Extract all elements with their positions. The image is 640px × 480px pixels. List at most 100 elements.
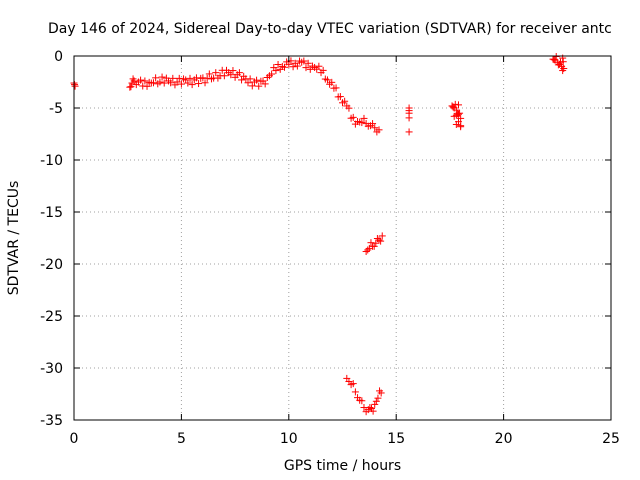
data-point — [71, 81, 79, 89]
data-point — [454, 101, 462, 109]
axis-ticks: 0 5 10 15 20 25 0 -5 -10 -15 -20 -25 -30 -35 — [40, 49, 620, 447]
data-point — [281, 63, 289, 71]
data-point — [152, 74, 160, 82]
data-point — [192, 74, 200, 82]
data-point — [552, 53, 560, 61]
y-tick-label: -35 — [40, 413, 63, 429]
data-point — [349, 113, 357, 121]
data-point — [332, 84, 340, 92]
y-tick-label: -25 — [40, 309, 63, 325]
data-point — [345, 104, 353, 112]
data-point — [212, 69, 220, 77]
data-point — [169, 74, 177, 82]
data-point — [205, 70, 213, 78]
y-axis-label: SDTVAR / TECUs — [6, 181, 22, 296]
data-point — [315, 62, 323, 70]
data-point — [184, 79, 192, 87]
chart-title: Day 146 of 2024, Sidereal Day-to-day VTE… — [48, 21, 612, 37]
data-point — [560, 64, 568, 72]
data-point — [371, 400, 379, 408]
data-point — [452, 120, 460, 128]
x-tick-label: 10 — [280, 431, 298, 447]
data-point — [195, 80, 203, 88]
data-point — [302, 64, 310, 72]
x-tick-label: 25 — [602, 431, 620, 447]
data-point — [336, 93, 344, 101]
data-point — [253, 76, 261, 84]
x-tick-label: 5 — [177, 431, 186, 447]
data-point — [319, 66, 327, 74]
data-point — [199, 74, 207, 82]
grid-lines — [74, 56, 611, 420]
data-point — [457, 123, 465, 131]
y-tick-label: -30 — [40, 361, 63, 377]
data-point — [358, 397, 366, 405]
data-point — [274, 60, 282, 68]
y-tick-label: -5 — [49, 101, 63, 117]
data-point — [149, 79, 157, 87]
x-tick-label: 15 — [387, 431, 405, 447]
x-axis-label: GPS time / hours — [284, 458, 401, 474]
data-point — [268, 70, 276, 78]
data-point — [341, 97, 349, 105]
data-point — [360, 114, 368, 122]
data-point — [358, 119, 366, 127]
data-point — [167, 79, 175, 87]
data-point — [372, 239, 380, 247]
data-point — [158, 73, 166, 81]
data-point — [177, 80, 185, 88]
data-point — [244, 79, 252, 87]
data-point — [173, 78, 181, 86]
data-point — [360, 404, 368, 412]
data-point — [367, 239, 375, 247]
plot-frame — [73, 55, 612, 421]
data-point — [362, 248, 370, 256]
y-tick-label: -20 — [40, 257, 63, 273]
data-point — [369, 120, 377, 128]
data-point — [304, 59, 312, 67]
data-point — [156, 78, 164, 86]
y-tick-label: -15 — [40, 205, 63, 221]
data-point — [160, 79, 168, 87]
data-point — [452, 111, 460, 119]
data-point — [137, 76, 145, 84]
data-point — [405, 114, 413, 122]
data-point — [351, 388, 359, 396]
data-points — [70, 53, 568, 416]
data-point — [559, 58, 567, 66]
data-point — [186, 74, 194, 82]
data-point — [369, 407, 377, 415]
data-point — [220, 72, 228, 80]
data-point — [201, 79, 209, 87]
data-point — [377, 389, 385, 397]
data-point — [366, 404, 374, 412]
data-point — [248, 82, 256, 90]
data-point — [203, 74, 211, 82]
data-point — [127, 83, 135, 91]
data-point — [71, 82, 79, 90]
x-tick-label: 0 — [70, 431, 79, 447]
data-point — [375, 236, 383, 244]
data-point — [374, 394, 382, 402]
data-point — [372, 397, 380, 405]
data-point — [377, 237, 385, 245]
data-point — [323, 76, 331, 84]
data-point — [246, 75, 254, 83]
data-point — [238, 76, 246, 84]
data-point — [255, 82, 263, 90]
y-tick-label: -10 — [40, 153, 63, 169]
data-point — [261, 80, 269, 88]
x-tick-label: 20 — [495, 431, 513, 447]
data-point — [126, 83, 134, 91]
data-point — [451, 100, 459, 108]
y-tick-label: 0 — [54, 49, 63, 65]
data-point — [227, 71, 235, 79]
data-point — [405, 128, 413, 136]
data-point — [229, 67, 237, 75]
data-point — [188, 81, 196, 89]
data-point — [300, 57, 308, 65]
data-point — [328, 78, 336, 86]
data-point — [143, 82, 151, 90]
data-point — [175, 74, 183, 82]
